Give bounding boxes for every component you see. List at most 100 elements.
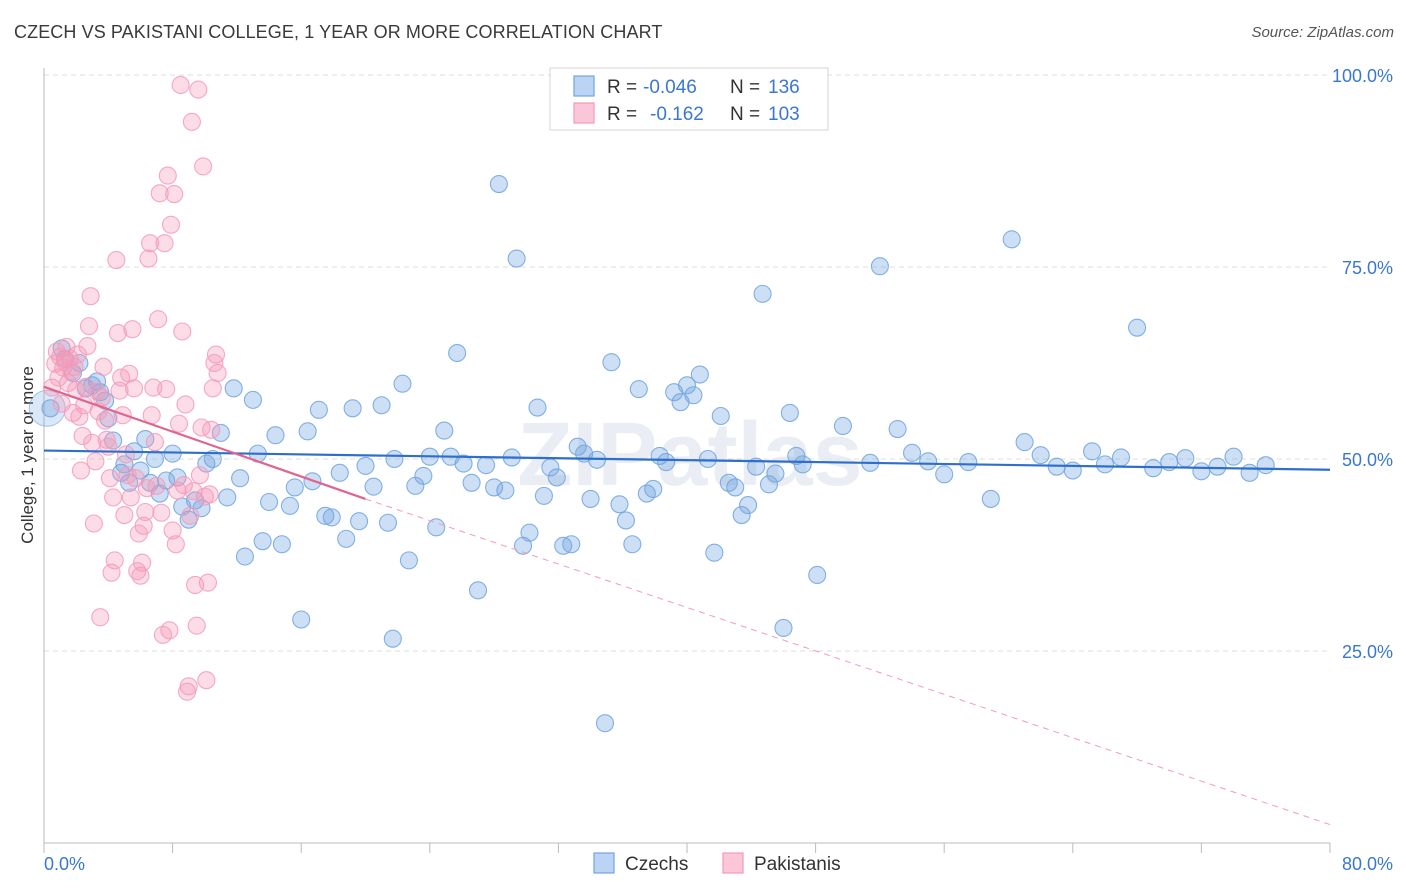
pakistanis-point (97, 430, 116, 449)
stats-legend-czechs-r-value: -0.046 (643, 77, 697, 98)
czechs-point (595, 714, 615, 733)
czechs-point (1111, 448, 1131, 467)
stats-legend-pakistanis-n-value: 103 (768, 104, 800, 125)
pakistanis-point (86, 452, 105, 471)
pakistanis-point (71, 461, 91, 480)
pakistanis-point (131, 566, 150, 585)
czechs-point (719, 473, 738, 492)
series-legend: Czechs Pakistanis (593, 852, 841, 875)
czechs-point (120, 473, 139, 492)
pakistanis-point (123, 320, 142, 339)
czechs-point (330, 463, 349, 482)
czechs-point (322, 508, 341, 527)
czechs-point (243, 390, 263, 409)
axes (43, 68, 1331, 853)
pakistanis-point (79, 317, 99, 336)
pakistanis-point (134, 516, 153, 535)
czechs-point (959, 453, 978, 472)
czechs-point (547, 468, 566, 487)
trend-lines (43, 385, 1331, 826)
czechs-point (414, 466, 433, 485)
pakistanis-point (202, 420, 221, 439)
pakistanis-point (107, 251, 126, 270)
pakistanis-point (160, 621, 179, 640)
czechs-point (902, 443, 922, 462)
pakistanis-point (126, 469, 145, 488)
pakistanis-point (189, 80, 208, 99)
pakistanis-point (150, 184, 169, 203)
tick-labels: 25.0% 50.0% 75.0% 100.0% 0.0% 80.0% (44, 66, 1393, 874)
pakistanis-point (161, 215, 181, 234)
czechs-point (203, 449, 222, 469)
pakistanis-point (166, 535, 185, 554)
legend-czechs-swatch (593, 852, 615, 874)
pakistanis-trend-line (43, 385, 366, 500)
pakistanis-point (203, 379, 222, 398)
pakistanis-point (174, 476, 193, 495)
pakistanis-point (152, 503, 171, 522)
stats-legend: R = -0.046 N = 136 R = -0.162 N = 103 (549, 67, 829, 131)
czechs-point (372, 396, 391, 415)
czechs-point (629, 380, 648, 399)
stats-legend-czechs-n-value: 136 (768, 77, 800, 98)
czechs-point (690, 365, 709, 384)
czechs-point (435, 421, 454, 440)
czechs-point (292, 610, 311, 629)
czechs-point (888, 419, 907, 439)
pakistanis-point (163, 521, 182, 540)
y-tick-label: 25.0% (1342, 642, 1393, 662)
pakistanis-point (155, 234, 174, 253)
czechs-point (705, 543, 724, 562)
czechs-point (259, 492, 279, 512)
czechs-point (1176, 449, 1195, 468)
czechs-point (235, 547, 254, 566)
chart-title: CZECH VS PAKISTANI COLLEGE, 1 YEAR OR MO… (14, 22, 663, 42)
pakistanis-point (197, 671, 216, 690)
pakistanis-point (158, 166, 177, 185)
x-tick-label: 0.0% (44, 854, 85, 874)
czechs-point (602, 353, 621, 372)
czechs-point (711, 406, 730, 426)
pakistanis-point (153, 625, 173, 644)
czechs-point (1002, 230, 1021, 249)
series-czechs-points (28, 175, 1275, 733)
czechs-point (935, 465, 954, 484)
pakistanis-point (108, 323, 127, 343)
czechs-point (41, 399, 60, 418)
pakistanis-point (116, 445, 136, 464)
czechs-point (1256, 456, 1275, 475)
czechs-point (393, 374, 412, 393)
czechs-point (644, 479, 663, 499)
czechs-point (157, 471, 176, 490)
legend-pakistanis-swatch (722, 852, 744, 874)
czechs-point (211, 423, 230, 442)
czechs-point (253, 532, 272, 551)
pakistanis-point (145, 433, 164, 452)
pakistanis-point (171, 75, 190, 95)
pakistanis-point (157, 380, 176, 399)
legend-pakistanis-label: Pakistanis (754, 854, 841, 875)
stats-legend-pakistanis-swatch (573, 102, 595, 124)
czechs-point (677, 376, 697, 395)
pakistanis-point (149, 310, 168, 329)
stats-legend-czechs-n-label: N = (730, 77, 760, 98)
czechs-point (739, 496, 758, 515)
czechs-point (616, 511, 635, 530)
czechs-point (747, 457, 766, 476)
czechs-point (684, 386, 703, 405)
grid-lines (44, 74, 1330, 652)
pakistanis-point (169, 414, 189, 433)
czechs-point (870, 257, 889, 276)
pakistanis-point (81, 287, 100, 306)
czechs-point (1240, 463, 1259, 482)
czechs-point (104, 431, 123, 450)
pakistanis-point (173, 322, 192, 341)
czechs-point (343, 399, 362, 418)
czechs-point (356, 456, 375, 475)
czechs-point (266, 426, 285, 445)
pakistanis-point (195, 487, 214, 506)
czechs-point (507, 249, 526, 268)
pakistanis-trend-extension (365, 498, 1331, 826)
czechs-point (1128, 318, 1147, 337)
